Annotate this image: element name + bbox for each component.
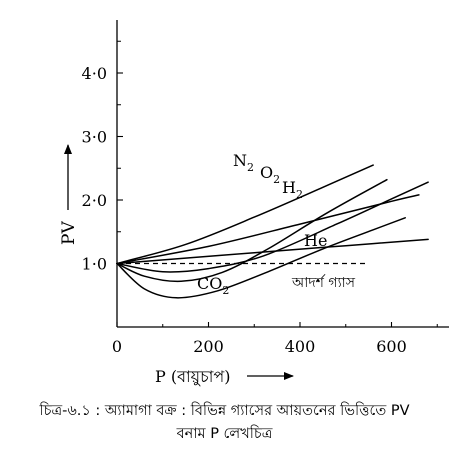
series-label-h2: H2 [282,178,303,201]
series-line-co2 [116,217,406,299]
series-label-n2: N2 [233,151,254,174]
figure-caption-line-1: চিত্র-৬.১ : অ্যামাগা বক্র : বিভিন্ন গ্যা… [39,403,410,419]
figure-caption-line-2: বনাম P লেখচিত্র [176,426,273,442]
series-line-unlabelled [116,181,429,273]
y-tick-label: 4·0 [82,64,107,83]
y-tick-label: 1·0 [82,255,107,274]
x-tick-label: 0 [112,337,122,356]
x-tick-label: 200 [193,337,224,356]
x-tick-label: 600 [376,337,407,356]
series-label-he: He [304,231,327,250]
y-tick-label: 2·0 [82,191,107,210]
series-line-he [116,238,429,265]
x-tick-label: 400 [285,337,316,356]
x-axis-label: P (বায়ুচাপ) [155,367,230,386]
series-label-o2: O2 [260,163,280,186]
series-label-co2: CO2 [197,274,229,297]
ideal-gas-reference: আদর্শ গ্যাস [117,262,365,291]
y-axis-label: PV [59,221,79,245]
pv-vs-p-chart: 020040060080010001·02·03·04·0P (বায়ুচাপ… [59,20,449,386]
y-tick-label: 3·0 [82,128,107,147]
axes: 020040060080010001·02·03·04·0P (বায়ুচাপ… [59,20,449,386]
series-line-n2 [116,164,374,265]
labels-layer: N2 O2 H2 He CO2 [197,151,327,297]
series-line-o2 [116,178,388,283]
series-line-h2 [116,194,420,265]
series-layer [116,164,429,299]
ideal-gas-label: আদর্শ গ্যাস [291,274,356,291]
